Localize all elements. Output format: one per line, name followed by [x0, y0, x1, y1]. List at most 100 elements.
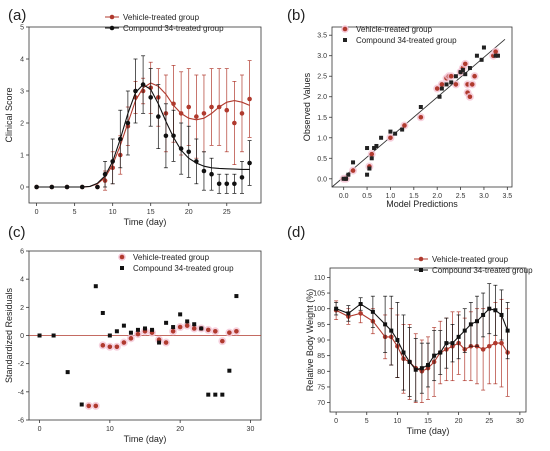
data-point [358, 302, 363, 306]
data-point [448, 73, 454, 79]
data-point [505, 328, 510, 333]
x-tick-label: 0.5 [362, 193, 372, 200]
x-tick-label: 30 [516, 418, 524, 425]
data-point [388, 129, 393, 134]
data-point [206, 392, 211, 397]
y-tick-label: 4 [20, 277, 24, 284]
y-tick-label: 2.5 [317, 74, 327, 81]
y-tick-label: 0 [20, 333, 24, 340]
x-tick-label: 2.5 [456, 193, 466, 200]
data-point [178, 146, 184, 151]
legend-marker [109, 14, 115, 20]
data-point [93, 284, 98, 289]
data-point [365, 146, 370, 151]
x-axis-title: Time (day) [124, 217, 167, 227]
data-point [383, 322, 388, 327]
data-point [234, 328, 239, 334]
data-point [493, 49, 498, 54]
x-tick-label: 2.0 [432, 193, 442, 200]
data-point [114, 329, 119, 334]
panel-label: (a) [8, 7, 26, 24]
x-axis-title: Time (day) [124, 434, 167, 444]
series-compound34 [34, 55, 252, 194]
x-tick-label: 30 [247, 426, 255, 433]
x-tick-label: 25 [223, 209, 231, 216]
data-point [474, 53, 479, 58]
data-point [239, 111, 245, 116]
data-point [493, 53, 498, 58]
panel-4: (d) 0 5 10 15 20 25 30 70 75 80 85 90 95 100 105 110 Time… [287, 224, 533, 436]
x-tick-label: 1.5 [409, 193, 419, 200]
data-point [185, 319, 190, 324]
data-point [418, 114, 424, 120]
x-axis-title: Model Predictions [386, 199, 458, 209]
data-point [413, 367, 418, 372]
data-point [499, 340, 504, 346]
y-tick-label: 90 [317, 338, 325, 345]
data-point [493, 340, 498, 346]
data-point [86, 403, 92, 409]
data-point [192, 322, 197, 327]
data-point [128, 330, 133, 335]
data-point [163, 133, 169, 139]
panel-3: (c) 0 10 20 30 -6 -4 -2 0 2 4 6 Time (day) Standardiz… [4, 224, 262, 444]
data-point [344, 176, 349, 181]
legend-label: Compound 34-treated group [432, 266, 533, 275]
data-point [379, 135, 384, 140]
data-point [107, 333, 112, 338]
y-tick-label: 5 [20, 25, 24, 32]
data-point [213, 392, 218, 397]
data-point [224, 107, 230, 113]
legend-label: Vehicle-treated group [432, 255, 509, 264]
data-point [472, 73, 477, 79]
x-tick-label: 20 [185, 209, 193, 216]
data-point [64, 184, 70, 190]
y-tick-label: 0.0 [317, 176, 327, 183]
y-tick-label: 6 [20, 249, 24, 256]
data-point [135, 327, 140, 332]
y-tick-label: 0 [20, 185, 24, 192]
data-point [486, 343, 492, 349]
y-tick-label: 100 [313, 306, 325, 313]
x-tick-label: 3.0 [479, 193, 489, 200]
data-point [110, 159, 115, 164]
data-point [79, 402, 84, 407]
plot-frame [331, 26, 513, 188]
data-point [232, 181, 237, 187]
y-tick-label: 110 [314, 275, 325, 282]
data-point [128, 336, 134, 341]
data-point [156, 114, 161, 119]
data-point [49, 184, 55, 190]
data-point [51, 333, 56, 338]
data-point [205, 327, 211, 333]
data-point [493, 308, 498, 313]
y-tick-label: 1.5 [317, 115, 327, 122]
legend-marker [419, 268, 423, 272]
data-point [450, 341, 455, 346]
y-tick-label: 105 [313, 291, 325, 298]
data-point [34, 184, 39, 190]
x-tick-label: 3.5 [502, 193, 512, 200]
y-tick-label: -4 [18, 389, 24, 396]
panel-2: (b) 0.0 0.5 1.0 1.5 2.0 2.5 3.0 3.5 0.0 0.5 1.0 1.5 2… [287, 7, 513, 209]
data-point [194, 114, 199, 119]
y-tick-label: 4 [20, 57, 24, 64]
y-axis-title: Clinical Score [4, 87, 14, 142]
data-point [227, 368, 232, 373]
data-point [224, 181, 230, 187]
data-point [365, 172, 370, 177]
y-axis-title: Relative Body Weight (%) [305, 289, 315, 391]
x-tick-label: 20 [176, 426, 184, 433]
x-tick-label: 10 [106, 426, 114, 433]
data-point [462, 328, 467, 333]
data-point [437, 94, 442, 99]
data-point [458, 70, 463, 75]
data-point [199, 326, 204, 331]
legend-marker [120, 266, 124, 270]
y-tick-label: 2 [20, 121, 24, 128]
y-axis-title: Standardized Residuals [4, 287, 14, 383]
plot-frame [28, 26, 262, 204]
legend: Vehicle-treated group Compound 34-treated… [118, 253, 234, 273]
y-tick-label: 80 [317, 369, 325, 376]
data-point [135, 331, 141, 337]
